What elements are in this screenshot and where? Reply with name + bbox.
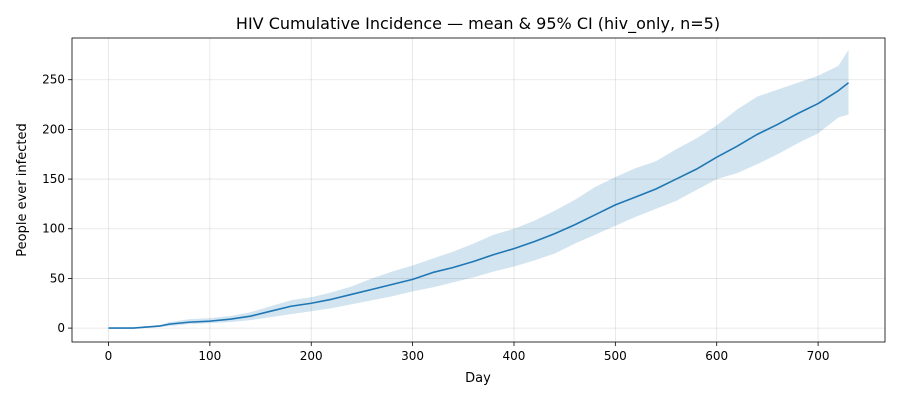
grid — [72, 38, 885, 342]
x-tick-label: 700 — [807, 349, 830, 363]
x-tick-label: 300 — [401, 349, 424, 363]
x-axis: 0 100 200 300 400 500 600 700 — [105, 342, 830, 363]
x-tick-label: 200 — [300, 349, 323, 363]
x-tick-label: 0 — [105, 349, 113, 363]
x-tick-label: 400 — [503, 349, 526, 363]
mean-line — [108, 82, 850, 329]
confidence-band — [108, 49, 849, 329]
x-tick-label: 100 — [198, 349, 221, 363]
y-tick-label: 150 — [42, 172, 65, 186]
y-tick-label: 250 — [42, 73, 65, 87]
y-tick-label: 0 — [57, 321, 65, 335]
x-axis-label: Day — [465, 371, 491, 386]
y-tick-label: 100 — [42, 222, 65, 236]
y-axis: 0 50 100 150 200 250 — [42, 73, 72, 335]
plot-frame — [71, 37, 886, 343]
y-tick-label: 200 — [42, 122, 65, 136]
x-tick-label: 600 — [705, 349, 728, 363]
chart-title: HIV Cumulative Incidence — mean & 95% CI… — [236, 14, 720, 34]
y-tick-label: 50 — [50, 271, 65, 285]
x-tick-label: 500 — [604, 349, 627, 363]
y-axis-label: People ever infected — [15, 123, 30, 256]
